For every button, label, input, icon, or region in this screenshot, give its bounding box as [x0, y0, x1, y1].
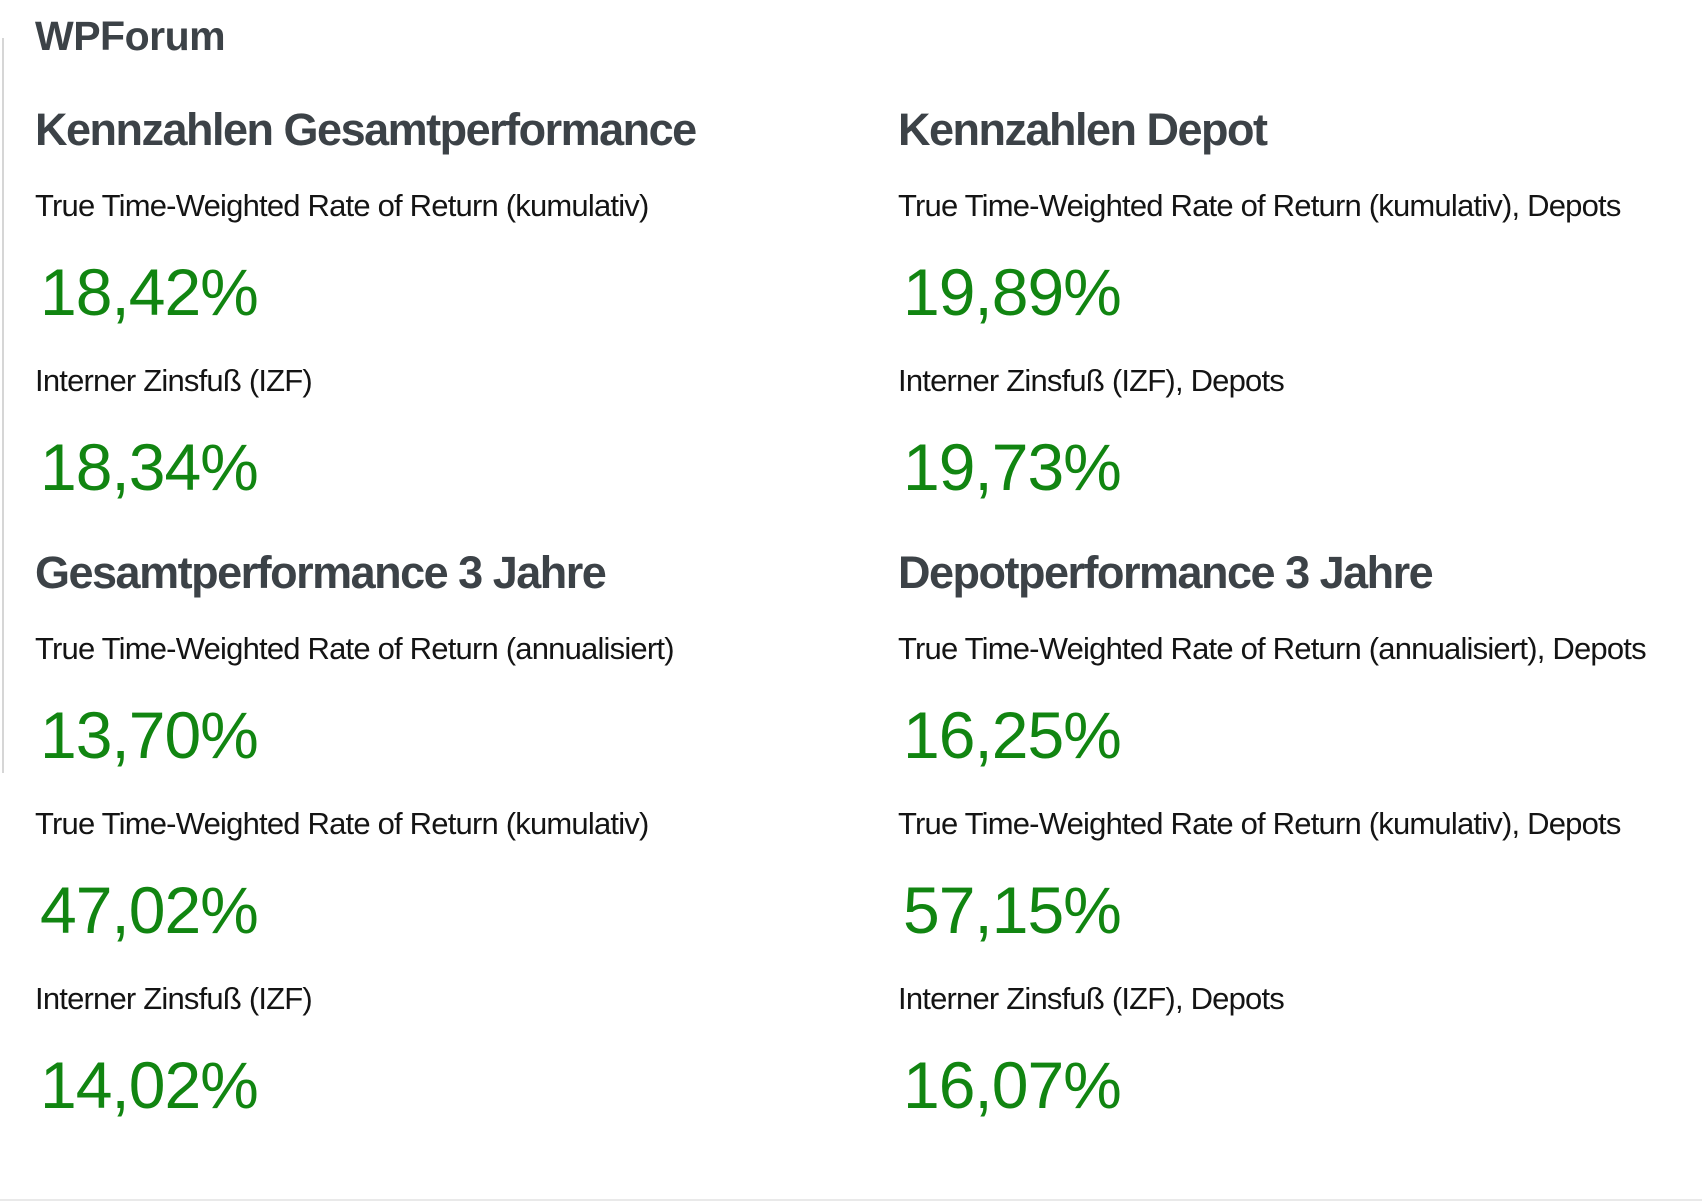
metric-ttwror-annualisiert-depots: True Time-Weighted Rate of Return (annua… — [898, 633, 1702, 768]
metric-ttwror-kumulativ-3j-depots: True Time-Weighted Rate of Return (kumul… — [898, 808, 1702, 943]
metric-label: Interner Zinsfuß (IZF), Depots — [898, 981, 1285, 1016]
column-gesamtperformance: Kennzahlen Gesamtperformance True Time-W… — [35, 57, 898, 1118]
section-heading-gesamtperformance-3-jahre: Gesamtperformance 3 Jahre — [35, 547, 607, 598]
metric-label: Interner Zinsfuß (IZF) — [35, 363, 313, 398]
metric-ttwror-kumulativ-3j: True Time-Weighted Rate of Return (kumul… — [35, 808, 898, 943]
metric-izf: Interner Zinsfuß (IZF) 18,34% — [35, 365, 898, 500]
metric-ttwror-kumulativ-depots: True Time-Weighted Rate of Return (kumul… — [898, 190, 1702, 325]
metric-value: 47,02% — [40, 873, 259, 947]
metric-label: True Time-Weighted Rate of Return (kumul… — [898, 806, 1621, 841]
kpi-grid: Kennzahlen Gesamtperformance True Time-W… — [35, 57, 1702, 1118]
metric-label: True Time-Weighted Rate of Return (kumul… — [35, 806, 649, 841]
metric-ttwror-kumulativ: True Time-Weighted Rate of Return (kumul… — [35, 190, 898, 325]
page-title: WPForum — [35, 13, 226, 59]
section-heading-kennzahlen-depot: Kennzahlen Depot — [898, 104, 1268, 155]
metric-value: 18,34% — [40, 430, 259, 504]
metric-label: Interner Zinsfuß (IZF) — [35, 981, 313, 1016]
metric-value: 16,25% — [903, 698, 1122, 772]
metric-value: 18,42% — [40, 255, 259, 329]
metric-label: True Time-Weighted Rate of Return (annua… — [898, 631, 1647, 666]
section-heading-kennzahlen-gesamtperformance: Kennzahlen Gesamtperformance — [35, 104, 697, 155]
column-depot: Kennzahlen Depot True Time-Weighted Rate… — [898, 57, 1702, 1118]
metric-izf-depots: Interner Zinsfuß (IZF), Depots 19,73% — [898, 365, 1702, 500]
kpi-dashboard: WPForum Kennzahlen Gesamtperformance Tru… — [0, 13, 1702, 1119]
metric-izf-3j: Interner Zinsfuß (IZF) 14,02% — [35, 983, 898, 1118]
metric-label: Interner Zinsfuß (IZF), Depots — [898, 363, 1285, 398]
metric-label: True Time-Weighted Rate of Return (annua… — [35, 631, 675, 666]
metric-value: 16,07% — [903, 1048, 1122, 1122]
left-edge-rule — [2, 38, 4, 773]
metric-izf-3j-depots: Interner Zinsfuß (IZF), Depots 16,07% — [898, 983, 1702, 1118]
section-heading-depotperformance-3-jahre: Depotperformance 3 Jahre — [898, 547, 1434, 598]
metric-label: True Time-Weighted Rate of Return (kumul… — [35, 188, 649, 223]
metric-value: 57,15% — [903, 873, 1122, 947]
metric-label: True Time-Weighted Rate of Return (kumul… — [898, 188, 1621, 223]
metric-ttwror-annualisiert: True Time-Weighted Rate of Return (annua… — [35, 633, 898, 768]
metric-value: 19,89% — [903, 255, 1122, 329]
metric-value: 19,73% — [903, 430, 1122, 504]
metric-value: 13,70% — [40, 698, 259, 772]
metric-value: 14,02% — [40, 1048, 259, 1122]
